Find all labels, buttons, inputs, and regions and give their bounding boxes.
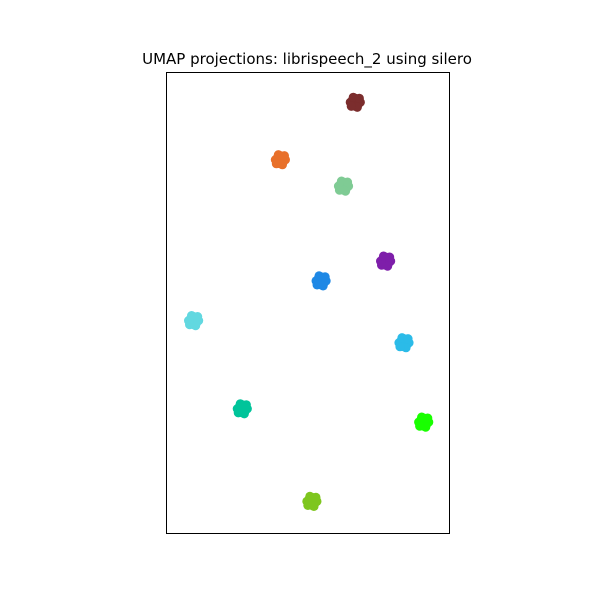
- scatter-point: [311, 492, 321, 502]
- scatter-point: [279, 151, 289, 161]
- scatter-point: [403, 334, 413, 344]
- cluster-6: [184, 311, 204, 331]
- scatter-point: [385, 252, 395, 262]
- cluster-5: [311, 271, 331, 291]
- scatter-point: [342, 177, 353, 187]
- scatter-point: [415, 421, 425, 431]
- cluster-1: [345, 92, 365, 112]
- cluster-3: [333, 176, 354, 196]
- scatter-point: [233, 408, 243, 418]
- cluster-9: [414, 412, 434, 432]
- cluster-4: [376, 251, 396, 271]
- cluster-10: [302, 491, 322, 511]
- scatter-point: [423, 413, 433, 423]
- scatter-point: [334, 185, 345, 195]
- scatter-point: [312, 280, 322, 290]
- scatter-point: [241, 400, 251, 410]
- scatter-point: [303, 500, 313, 510]
- scatter-point: [271, 159, 281, 169]
- scatter-point: [354, 93, 364, 103]
- scatter-point: [193, 312, 203, 322]
- scatter-points: [184, 92, 434, 511]
- plot-area-frame: [166, 72, 450, 534]
- scatter-point: [346, 101, 356, 111]
- scatter-point: [185, 320, 195, 330]
- cluster-7: [394, 333, 414, 353]
- scatter-point: [377, 260, 387, 270]
- scatter-point: [320, 272, 330, 282]
- cluster-2: [270, 150, 290, 170]
- cluster-8: [232, 399, 252, 419]
- chart-title: UMAP projections: librispeech_2 using si…: [142, 50, 472, 69]
- scatter-point: [395, 342, 405, 352]
